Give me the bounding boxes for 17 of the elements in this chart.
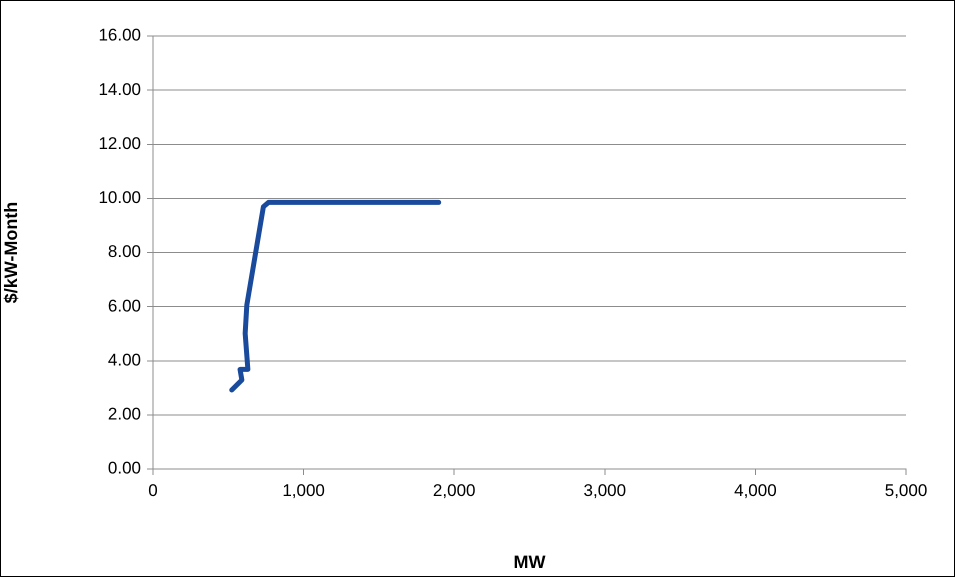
- y-tick-label: 4.00: [108, 350, 141, 370]
- y-axis-title: $/kW-Month: [0, 202, 21, 304]
- x-tick-label: 2,000: [432, 480, 476, 500]
- y-tick-label: 16.00: [98, 26, 141, 45]
- y-tick-label: 14.00: [98, 80, 141, 99]
- y-tick-label: 2.00: [108, 404, 141, 424]
- y-tick-label: 8.00: [108, 242, 141, 262]
- x-axis-title: MW: [514, 552, 546, 572]
- x-tick-label: 3,000: [584, 480, 626, 500]
- y-tick-label: 6.00: [108, 296, 141, 316]
- y-tick-label: 12.00: [98, 134, 141, 153]
- y-tick-label: 0.00: [108, 458, 141, 478]
- x-tick-label: 5,000: [884, 480, 928, 500]
- x-tick-label: 1,000: [282, 480, 325, 500]
- x-tick-label: 4,000: [734, 480, 777, 500]
- x-tick-label: 0: [148, 480, 158, 500]
- y-tick-label: 10.00: [98, 188, 141, 208]
